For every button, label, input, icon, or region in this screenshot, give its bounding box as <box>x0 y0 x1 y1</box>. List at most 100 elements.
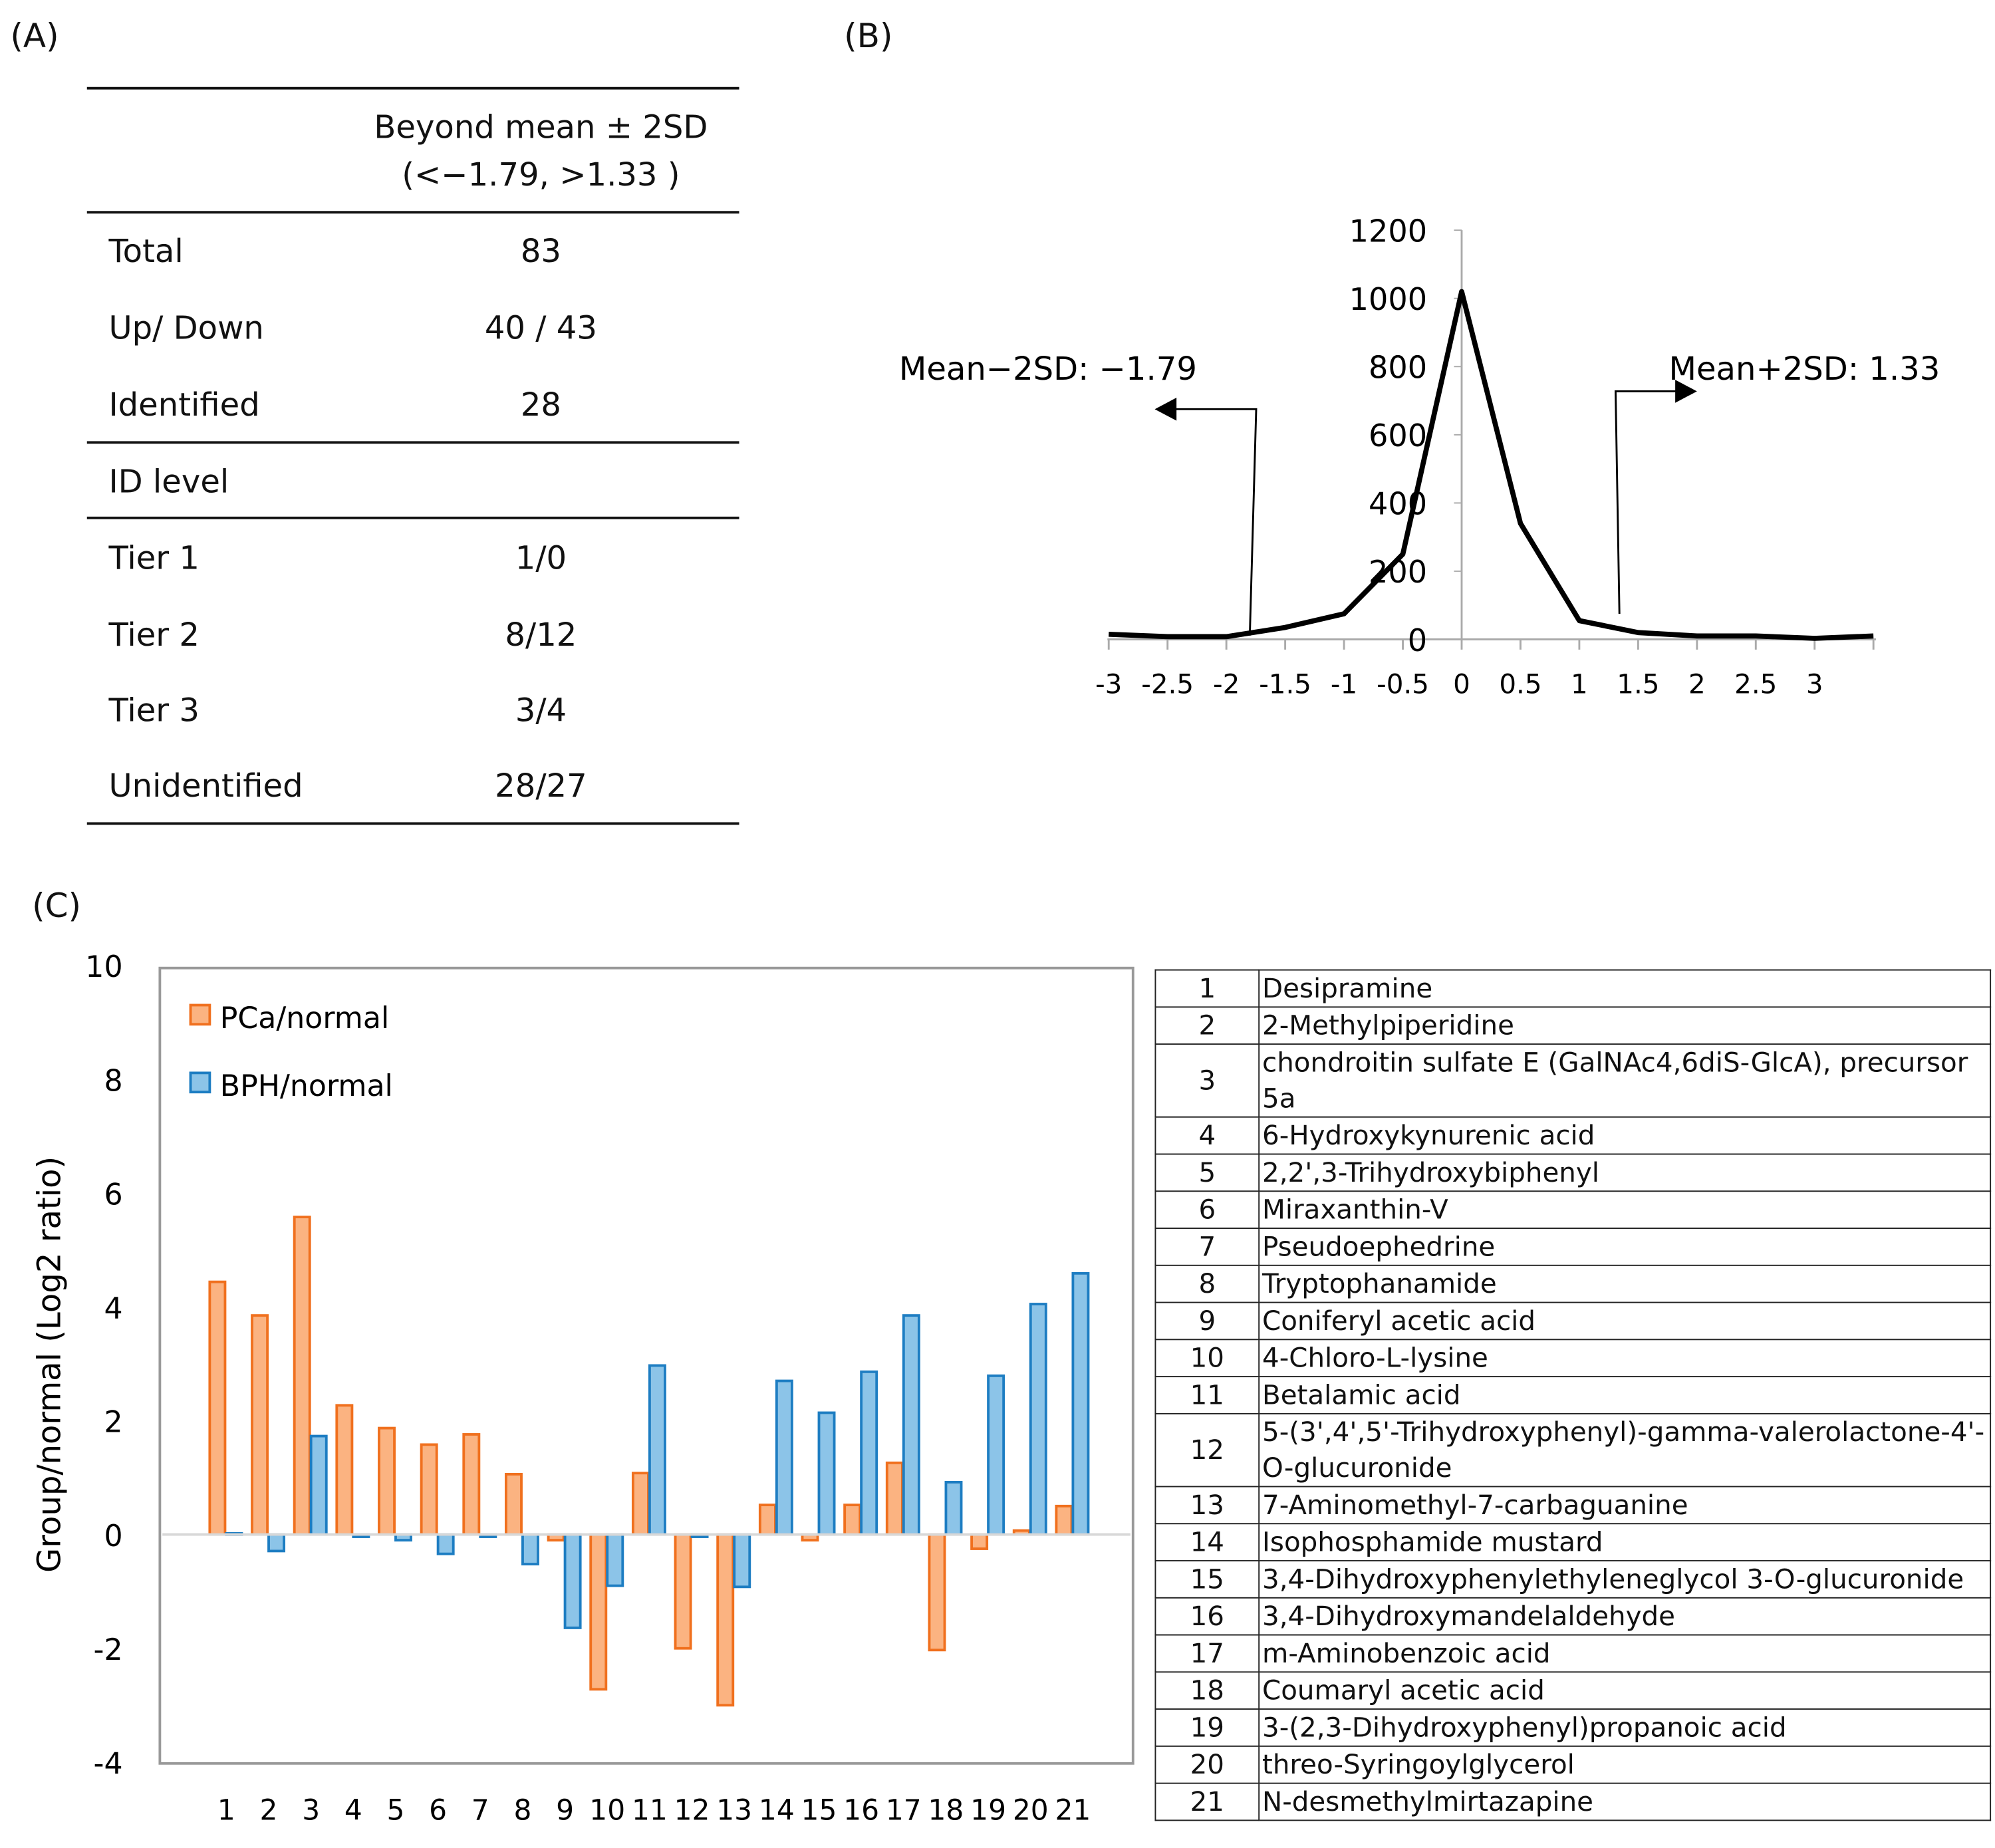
x-tick-label: 13 <box>716 1793 752 1826</box>
bar-bph-19 <box>987 1374 1005 1536</box>
bar-pca-10 <box>589 1533 608 1691</box>
table-row-value: 28/27 <box>495 767 587 805</box>
compound-name: Tryptophanamide <box>1258 1264 1992 1303</box>
table-row: 10 4-Chloro-L-lysine <box>1154 1339 1992 1378</box>
y-tick-label: -2 <box>94 1633 123 1667</box>
panel-label-b: (B) <box>844 17 893 57</box>
compound-number: 5 <box>1154 1153 1260 1192</box>
x-tick-label: 1.5 <box>1617 668 1659 700</box>
compound-number: 15 <box>1154 1560 1260 1599</box>
x-tick-label: 3 <box>302 1793 320 1826</box>
table-row-label: Identified <box>108 386 260 424</box>
table-row: 15 3,4-Dihydroxyphenylethyleneglycol 3-O-… <box>1154 1560 1992 1599</box>
x-tick-label: 16 <box>843 1793 879 1826</box>
compound-number: 12 <box>1154 1412 1260 1488</box>
x-tick-label: 17 <box>886 1793 922 1826</box>
y-tick-label: 10 <box>85 950 122 984</box>
bar-pca-5 <box>378 1426 396 1536</box>
compound-name: Isophosphamide mustard <box>1258 1523 1992 1561</box>
table-row-label: Tier 2 <box>108 616 200 654</box>
distribution-line <box>1109 289 1874 641</box>
table-header-line1: Beyond mean ± 2SD <box>374 108 708 146</box>
table-row: 5 2,2',3-Trihydroxybiphenyl <box>1154 1153 1992 1192</box>
bar-bph-21 <box>1071 1271 1090 1536</box>
table-row: 4 6-Hydroxykynurenic acid <box>1154 1116 1992 1155</box>
x-tick-label: 19 <box>970 1793 1006 1826</box>
table-rule <box>86 211 739 214</box>
bar-bph-15 <box>817 1411 836 1536</box>
bar-pca-8 <box>505 1472 523 1536</box>
table-row-value: 3/4 <box>515 692 567 729</box>
compound-name: threo-Syringoylglycerol <box>1258 1745 1992 1784</box>
table-row: 9 Coniferyl acetic acid <box>1154 1301 1992 1341</box>
compound-number: 6 <box>1154 1190 1260 1230</box>
table-row: 17 m-Aminobenzoic acid <box>1154 1634 1992 1673</box>
y-tick-label: -4 <box>94 1747 123 1781</box>
bar-pca-11 <box>631 1472 650 1536</box>
compound-name: Desipramine <box>1258 969 1992 1008</box>
table-rule <box>86 86 739 90</box>
x-tick-label: 1 <box>217 1793 235 1826</box>
x-tick-label: -2.5 <box>1141 668 1194 700</box>
y-tick-label: 0 <box>1408 622 1427 658</box>
y-tick-label: 0 <box>104 1519 122 1553</box>
x-tick-label: 8 <box>513 1793 531 1826</box>
table-header-line2: (<−1.79, >1.33 ) <box>402 156 680 194</box>
compound-name: Pseudoephedrine <box>1258 1228 1992 1266</box>
bar-bph-9 <box>563 1533 582 1629</box>
y-axis-label: Group/normal (Log2 ratio) <box>31 1156 68 1573</box>
compound-name: 2,2',3-Trihydroxybiphenyl <box>1258 1153 1992 1192</box>
compound-number: 19 <box>1154 1708 1260 1747</box>
table-rule <box>86 441 739 444</box>
table-row: 13 7-Aminomethyl-7-carbaguanine <box>1154 1486 1992 1525</box>
plot-area <box>158 966 1134 1765</box>
table-row: 6 Miraxanthin-V <box>1154 1190 1992 1230</box>
x-tick-label: 18 <box>928 1793 964 1826</box>
compound-number: 11 <box>1154 1376 1260 1414</box>
compound-number: 18 <box>1154 1671 1260 1710</box>
legend-label: BPH/normal <box>220 1069 393 1103</box>
compound-number: 3 <box>1154 1043 1260 1118</box>
compound-name: 4-Chloro-L-lysine <box>1258 1339 1992 1378</box>
x-tick-label: 2.5 <box>1734 668 1777 700</box>
x-tick-label: 1 <box>1571 668 1588 700</box>
compound-number: 9 <box>1154 1301 1260 1341</box>
upper-threshold-arrow-line <box>1614 390 1678 614</box>
compound-number: 20 <box>1154 1745 1260 1784</box>
x-tick-label: 10 <box>589 1793 625 1826</box>
panel-label-a: (A) <box>10 17 59 57</box>
compound-name: Coniferyl acetic acid <box>1258 1301 1992 1341</box>
table-row-label: Tier 3 <box>108 692 200 729</box>
table-row-value: 28 <box>520 386 562 424</box>
bar-pca-1 <box>208 1280 227 1536</box>
table-row: 7 Pseudoephedrine <box>1154 1228 1992 1266</box>
x-tick-label: 11 <box>632 1793 668 1826</box>
bar-bph-2 <box>267 1533 286 1553</box>
compound-number: 2 <box>1154 1006 1260 1045</box>
compound-number: 17 <box>1154 1634 1260 1673</box>
table-row: 11 Betalamic acid <box>1154 1376 1992 1414</box>
y-tick-label: 1000 <box>1349 281 1427 317</box>
table-row: 14 Isophosphamide mustard <box>1154 1523 1992 1561</box>
compound-name: m-Aminobenzoic acid <box>1258 1634 1992 1673</box>
upper-threshold-label: Mean+2SD: 1.33 <box>1669 350 1940 388</box>
bar-bph-17 <box>902 1314 920 1536</box>
compound-name: 3,4-Dihydroxymandelaldehyde <box>1258 1597 1992 1636</box>
table-row-value: 8/12 <box>505 616 577 654</box>
table-row: 16 3,4-Dihydroxymandelaldehyde <box>1154 1597 1992 1636</box>
compound-number: 1 <box>1154 969 1260 1008</box>
x-tick-label: 9 <box>556 1793 574 1826</box>
compound-name: 3,4-Dihydroxyphenylethyleneglycol 3-O-gl… <box>1258 1560 1992 1599</box>
compound-name: chondroitin sulfate E (GalNAc4,6diS-GlcA… <box>1258 1043 1992 1118</box>
bar-pca-3 <box>293 1216 311 1536</box>
compound-number: 13 <box>1154 1486 1260 1525</box>
table-rule <box>86 822 739 825</box>
table-rule <box>86 516 739 519</box>
compound-number: 21 <box>1154 1782 1260 1821</box>
table-row: 18 Coumaryl acetic acid <box>1154 1671 1992 1710</box>
compound-name: 5-(3',4',5'-Trihydroxyphenyl)-gamma-vale… <box>1258 1412 1992 1488</box>
x-tick-label: 15 <box>801 1793 837 1826</box>
x-tick-label: 2 <box>1688 668 1706 700</box>
x-tick-label: 21 <box>1055 1793 1091 1826</box>
